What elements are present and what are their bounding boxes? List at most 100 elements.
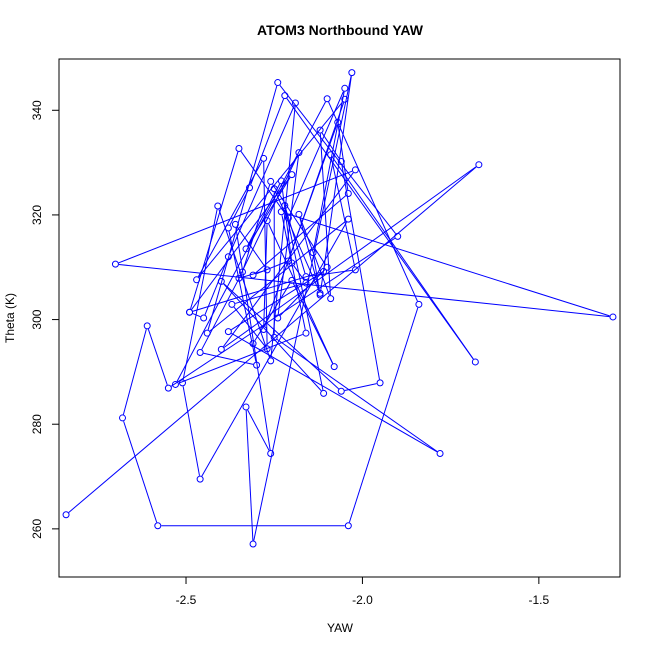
series-segment bbox=[229, 190, 249, 226]
data-point bbox=[119, 414, 127, 422]
series-segment bbox=[182, 209, 218, 380]
data-point bbox=[348, 69, 356, 77]
data-point bbox=[263, 217, 271, 225]
data-point bbox=[62, 511, 70, 519]
data-point bbox=[260, 154, 268, 162]
data-point bbox=[323, 263, 331, 271]
data-point bbox=[302, 279, 310, 287]
data-point bbox=[164, 384, 172, 392]
series-segment bbox=[197, 161, 263, 277]
data-point bbox=[253, 361, 261, 369]
x-tick-label: -1.5 bbox=[529, 593, 550, 607]
data-point bbox=[228, 300, 236, 308]
data-point bbox=[341, 84, 349, 92]
series-segment bbox=[256, 261, 286, 275]
data-point bbox=[316, 126, 324, 134]
series-segment bbox=[245, 410, 254, 541]
data-point bbox=[186, 308, 194, 316]
y-tick-label: 340 bbox=[30, 100, 44, 120]
data-point bbox=[270, 333, 278, 341]
data-point bbox=[471, 358, 479, 366]
data-point bbox=[284, 257, 292, 265]
data-point bbox=[394, 232, 402, 240]
y-tick-label: 260 bbox=[30, 519, 44, 539]
series-segment bbox=[319, 133, 331, 296]
series-segment bbox=[263, 224, 268, 327]
series-segment bbox=[253, 75, 352, 541]
data-point bbox=[344, 522, 352, 530]
data-point bbox=[344, 189, 352, 197]
data-point bbox=[196, 475, 204, 483]
series-segment bbox=[264, 125, 338, 327]
data-point bbox=[281, 202, 289, 210]
data-point bbox=[235, 274, 243, 282]
series-segment bbox=[123, 421, 158, 523]
data-point bbox=[111, 260, 119, 268]
data-point bbox=[246, 184, 254, 192]
data-point bbox=[334, 118, 342, 126]
data-point bbox=[154, 522, 162, 530]
series-segment bbox=[309, 269, 352, 277]
data-point bbox=[277, 177, 285, 185]
series-segment bbox=[348, 307, 419, 523]
data-point bbox=[327, 295, 335, 303]
data-point bbox=[203, 329, 211, 337]
x-axis-label: YAW bbox=[327, 621, 354, 635]
series-segment bbox=[320, 75, 352, 292]
data-point bbox=[288, 171, 296, 179]
data-point bbox=[309, 249, 317, 257]
series-segment bbox=[231, 332, 438, 453]
series-segment bbox=[247, 177, 291, 247]
series-segment bbox=[272, 184, 326, 265]
y-tick-label: 300 bbox=[30, 309, 44, 329]
series-segment bbox=[276, 338, 438, 452]
data-point bbox=[200, 314, 208, 322]
data-point bbox=[277, 208, 285, 216]
series-segment bbox=[207, 85, 278, 330]
series-segment bbox=[240, 155, 298, 276]
series-segment bbox=[285, 208, 324, 391]
series-segment bbox=[247, 409, 270, 451]
series-segment bbox=[237, 226, 266, 268]
data-point bbox=[288, 259, 296, 267]
data-point bbox=[143, 322, 151, 330]
data-point bbox=[193, 276, 201, 284]
data-point bbox=[267, 450, 275, 458]
x-tick-label: -2.5 bbox=[176, 593, 197, 607]
series-segment bbox=[268, 223, 334, 364]
data-point bbox=[224, 253, 232, 261]
data-point bbox=[291, 99, 299, 107]
y-tick-label: 320 bbox=[30, 205, 44, 225]
series-segment bbox=[231, 272, 321, 331]
data-point bbox=[320, 267, 328, 275]
data-point bbox=[214, 202, 222, 210]
data-point bbox=[337, 158, 345, 166]
data-point bbox=[351, 166, 359, 174]
data-point bbox=[288, 276, 296, 284]
data-point bbox=[263, 345, 271, 353]
series-segment bbox=[299, 217, 320, 291]
data-point bbox=[224, 328, 232, 336]
data-point bbox=[217, 345, 225, 353]
series-segment bbox=[270, 106, 296, 358]
y-axis-label: Theta (K) bbox=[3, 293, 17, 343]
series-segment bbox=[332, 157, 474, 360]
data-point bbox=[249, 540, 257, 548]
series-segment bbox=[263, 161, 268, 346]
series-segment bbox=[235, 227, 271, 451]
data-point bbox=[267, 357, 275, 365]
data-point bbox=[267, 177, 275, 185]
data-point bbox=[281, 92, 289, 100]
series-segment bbox=[229, 105, 295, 254]
data-point bbox=[351, 266, 359, 274]
data-point bbox=[415, 300, 423, 308]
series-segment bbox=[337, 125, 349, 191]
data-point bbox=[263, 266, 271, 274]
y-tick-label: 280 bbox=[30, 414, 44, 434]
data-point bbox=[327, 151, 335, 159]
data-point bbox=[295, 149, 303, 157]
data-point bbox=[242, 245, 250, 253]
series-segment bbox=[293, 265, 305, 281]
